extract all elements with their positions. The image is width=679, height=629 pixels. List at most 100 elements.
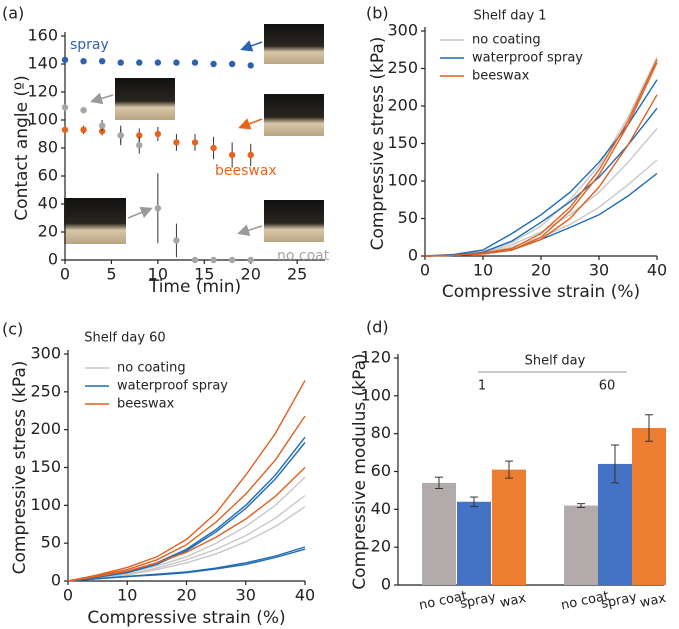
y-tick-label: 0 (48, 250, 58, 269)
y-tick-label: 140 (27, 54, 58, 73)
x-tick-label: wax (499, 591, 528, 611)
curve (424, 56, 658, 257)
bar (598, 463, 632, 585)
point (136, 142, 143, 149)
point (154, 59, 162, 66)
x-axis-label: Compressive strain (%) (87, 608, 285, 628)
y-tick-label: 150 (30, 457, 61, 476)
y-tick-label: 20 (371, 537, 391, 556)
curve (67, 494, 306, 582)
panel-label: (b) (366, 4, 389, 23)
x-tick-label: 20 (531, 261, 551, 280)
bar (457, 501, 491, 585)
y-tick-label: 60 (38, 166, 58, 185)
point (191, 139, 199, 146)
y-tick-label: 300 (387, 21, 418, 40)
curve (67, 466, 306, 582)
x-tick-label: 10 (473, 261, 493, 280)
panel-label: (d) (366, 318, 389, 337)
y-axis-label: Compressive stress (kPa) (368, 37, 388, 251)
x-tick-label: 10 (117, 586, 137, 605)
curve (67, 415, 306, 582)
y-tick-label: 160 (27, 26, 58, 45)
x-tick-label: 5 (106, 265, 116, 284)
x-tick-label: 0 (420, 261, 430, 280)
y-tick-label: 80 (38, 138, 58, 157)
droplet-photo (264, 24, 324, 64)
point (98, 58, 106, 65)
point (98, 122, 106, 129)
point (154, 205, 162, 212)
y-tick-label: 40 (371, 499, 391, 518)
group-label: 60 (599, 379, 616, 394)
droplet-photo (264, 200, 324, 242)
y-axis-label: Compressive stress (kPa) (10, 361, 30, 575)
y-tick-label: 60 (371, 461, 391, 480)
point (173, 59, 180, 66)
droplet-photo (64, 198, 126, 244)
point (228, 256, 236, 264)
point (61, 56, 69, 63)
point (228, 60, 236, 68)
point (136, 59, 143, 66)
curve (424, 159, 658, 257)
point (191, 256, 199, 264)
y-tick-label: 0 (408, 246, 418, 265)
legend-label: waterproof spray (472, 51, 583, 66)
legend-label: no coating (117, 361, 186, 376)
arrow (90, 92, 114, 105)
y-tick-label: 100 (387, 171, 418, 190)
chart-title: Shelf day 1 (473, 9, 546, 24)
x-tick-label: 10 (148, 265, 168, 284)
bar (564, 505, 598, 585)
y-tick-label: 250 (387, 58, 418, 77)
droplet-photo (115, 78, 175, 120)
legend-label: waterproof spray (117, 379, 228, 394)
x-tick-label: 30 (236, 586, 256, 605)
y-tick-label: 120 (27, 82, 58, 101)
x-tick-label: 20 (176, 586, 196, 605)
y-tick-label: 0 (381, 575, 391, 594)
x-tick-label: 30 (589, 261, 609, 280)
y-tick-label: 250 (30, 381, 61, 400)
annotation: no coat (277, 248, 330, 264)
curve (424, 94, 658, 257)
y-tick-label: 100 (30, 495, 61, 514)
arrows (90, 40, 263, 236)
y-axis-label: Compressive modulus (kPa) (350, 353, 370, 589)
curve (67, 548, 306, 582)
photos (64, 24, 324, 244)
group-title: Shelf day (525, 354, 586, 369)
y-tick-label: 0 (51, 571, 61, 590)
y-tick-label: 20 (38, 222, 58, 241)
x-tick-label: 20 (241, 265, 261, 284)
curve (67, 442, 306, 582)
point (173, 237, 180, 244)
point (154, 130, 162, 138)
x-tick-label: 40 (295, 586, 315, 605)
bar (492, 469, 526, 585)
y-tick-label: 80 (371, 423, 391, 442)
y-tick-label: 50 (398, 208, 418, 227)
point (247, 62, 254, 69)
bar (632, 427, 666, 585)
y-tick-label: 150 (387, 133, 418, 152)
legend-label: beeswax (117, 397, 175, 412)
droplet-photo (264, 94, 324, 136)
x-tick-label: 0 (63, 586, 73, 605)
point (117, 132, 124, 139)
point (80, 58, 87, 65)
point (173, 139, 180, 146)
point (210, 256, 217, 264)
x-tick-label: spray (459, 590, 498, 612)
point (80, 107, 87, 114)
point (61, 104, 69, 111)
curve (424, 62, 658, 257)
y-tick-label: 100 (360, 385, 391, 404)
point (61, 126, 69, 133)
curve (67, 380, 306, 582)
point (210, 144, 217, 152)
legend-label: no coating (472, 33, 541, 48)
